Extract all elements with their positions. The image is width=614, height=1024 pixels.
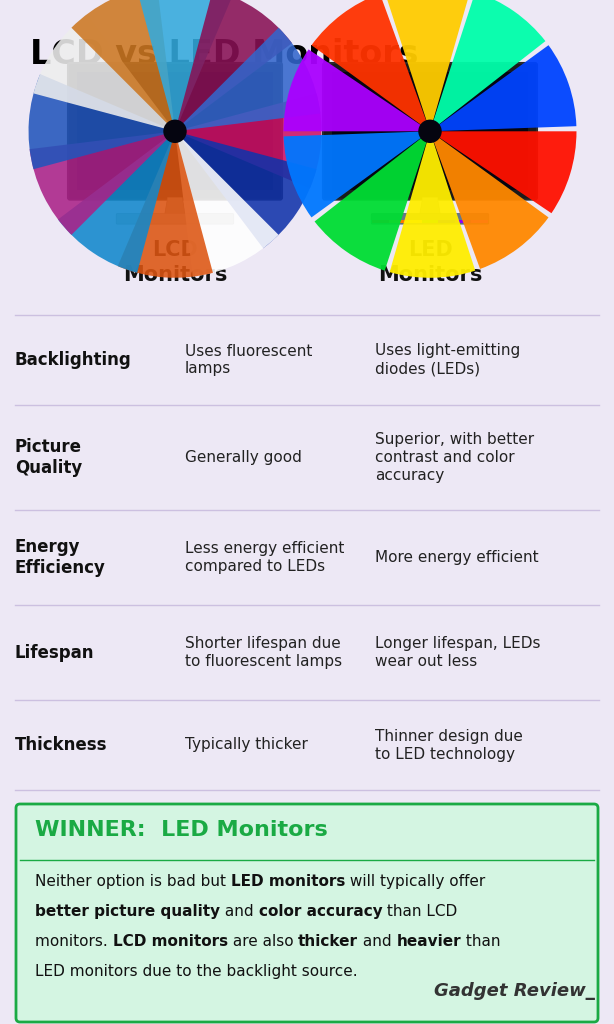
Wedge shape (432, 0, 545, 127)
Wedge shape (314, 136, 428, 270)
Wedge shape (118, 138, 213, 278)
Text: Picture
Quality: Picture Quality (15, 437, 82, 477)
Wedge shape (34, 14, 171, 129)
Text: More energy efficient: More energy efficient (375, 550, 538, 565)
Wedge shape (390, 138, 475, 278)
Wedge shape (284, 49, 424, 131)
Text: Backlighting: Backlighting (15, 351, 132, 369)
Text: Typically thicker: Typically thicker (185, 737, 308, 753)
FancyBboxPatch shape (68, 63, 282, 200)
Bar (389, 220, 405, 223)
Text: Thickness: Thickness (15, 736, 107, 754)
Wedge shape (137, 0, 232, 125)
Wedge shape (176, 136, 279, 276)
Text: Uses fluorescent
lamps: Uses fluorescent lamps (185, 343, 313, 377)
Wedge shape (29, 132, 170, 234)
Wedge shape (177, 0, 292, 127)
FancyBboxPatch shape (116, 214, 234, 224)
Text: LCD vs LED Monitors: LCD vs LED Monitors (30, 38, 419, 71)
Text: Longer lifespan, LEDs
wear out less: Longer lifespan, LEDs wear out less (375, 636, 540, 669)
Text: heavier: heavier (397, 934, 461, 949)
Bar (332, 73, 527, 190)
Text: LED monitors: LED monitors (231, 874, 345, 889)
Text: Less energy efficient
compared to LEDs: Less energy efficient compared to LEDs (185, 541, 344, 574)
Wedge shape (58, 136, 173, 272)
Wedge shape (180, 28, 321, 130)
Wedge shape (385, 0, 470, 124)
Text: LCD
Monitors: LCD Monitors (123, 240, 227, 285)
Text: color accuracy: color accuracy (258, 904, 383, 919)
Bar (422, 220, 438, 223)
Text: Energy
Efficiency: Energy Efficiency (15, 538, 106, 578)
FancyBboxPatch shape (16, 804, 598, 1022)
Text: Thinner design due
to LED technology: Thinner design due to LED technology (375, 728, 523, 762)
Wedge shape (182, 93, 322, 188)
Text: Uses light-emitting
diodes (LEDs): Uses light-emitting diodes (LEDs) (375, 343, 520, 377)
Text: Generally good: Generally good (185, 450, 302, 465)
Polygon shape (420, 198, 440, 215)
Text: better picture quality: better picture quality (35, 904, 220, 919)
Text: than LCD: than LCD (383, 904, 457, 919)
Text: LED monitors due to the backlight source.: LED monitors due to the backlight source… (35, 964, 357, 979)
Bar (332, 73, 527, 190)
Circle shape (163, 120, 187, 143)
Text: are also: are also (228, 934, 298, 949)
Polygon shape (165, 198, 185, 215)
Text: Superior, with better
contrast and color
accuracy: Superior, with better contrast and color… (375, 432, 534, 483)
Bar (372, 220, 389, 223)
Bar (455, 220, 472, 223)
FancyBboxPatch shape (371, 214, 489, 224)
Text: Lifespan: Lifespan (15, 643, 95, 662)
Wedge shape (179, 133, 316, 248)
Text: thicker: thicker (298, 934, 358, 949)
Text: LED
Monitors: LED Monitors (378, 240, 482, 285)
Text: Neither option is bad but: Neither option is bad but (35, 874, 231, 889)
Text: monitors.: monitors. (35, 934, 112, 949)
Wedge shape (311, 0, 427, 127)
Text: and: and (358, 934, 397, 949)
Wedge shape (71, 0, 174, 126)
Text: LCD monitors: LCD monitors (112, 934, 228, 949)
Text: than: than (461, 934, 501, 949)
Bar (472, 220, 488, 223)
Wedge shape (436, 45, 577, 131)
Bar (438, 220, 455, 223)
Bar (405, 220, 422, 223)
Text: and: and (220, 904, 258, 919)
FancyBboxPatch shape (323, 63, 537, 200)
Text: will typically offer: will typically offer (345, 874, 486, 889)
Wedge shape (432, 135, 548, 269)
Circle shape (418, 120, 441, 143)
Text: WINNER:  LED Monitors: WINNER: LED Monitors (35, 820, 328, 840)
Bar (77, 73, 273, 190)
Text: Shorter lifespan due
to fluorescent lamps: Shorter lifespan due to fluorescent lamp… (185, 636, 342, 669)
Text: Gadget Review_: Gadget Review_ (434, 982, 595, 1000)
Bar (77, 73, 273, 190)
Wedge shape (436, 131, 577, 213)
Wedge shape (28, 74, 168, 169)
Wedge shape (284, 131, 424, 217)
